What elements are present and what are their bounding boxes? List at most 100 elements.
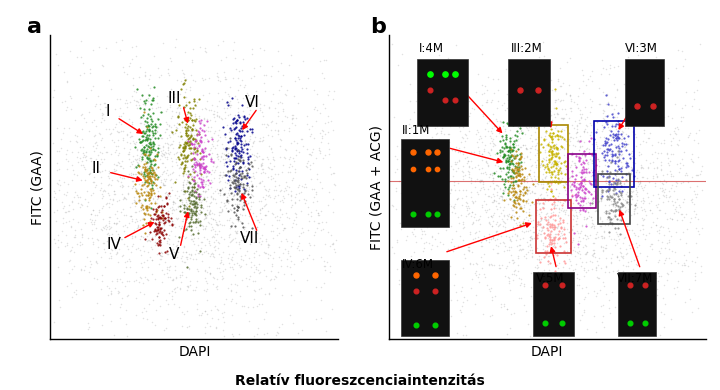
Point [139,230,150,236]
Point [552,111,564,117]
Point [179,71,190,78]
Point [199,105,211,111]
Point [604,210,616,216]
Point [559,137,570,144]
Point [183,323,194,329]
Point [605,216,616,222]
Point [484,171,495,177]
Point [505,145,516,152]
Point [613,151,625,157]
Point [157,152,168,159]
Point [554,146,566,152]
Point [179,162,191,168]
Point [173,223,184,230]
Point [606,193,617,200]
Point [622,71,634,77]
Point [454,110,465,116]
Point [595,193,607,199]
Point [670,204,682,210]
Point [391,166,402,172]
Point [503,148,514,154]
Point [539,128,551,135]
Point [146,185,158,191]
Point [482,186,494,193]
Point [581,249,593,255]
Point [655,166,667,172]
Point [514,151,526,157]
Point [521,190,533,196]
Point [295,136,307,142]
Point [302,74,313,81]
Point [534,259,546,265]
Point [246,191,257,198]
Point [176,323,188,329]
Point [538,166,549,172]
Point [174,304,185,310]
Point [425,223,436,229]
Point [585,181,597,187]
Point [143,197,154,203]
Point [269,177,281,184]
Point [544,148,555,154]
Point [219,191,230,197]
Point [215,204,226,211]
Point [185,222,197,229]
Point [120,212,131,218]
Point [149,135,161,142]
Point [590,179,602,185]
Point [166,113,178,119]
Point [535,87,546,93]
Point [676,211,688,217]
Point [183,265,194,271]
Point [254,180,266,186]
Point [597,248,608,254]
Point [198,122,210,128]
Point [94,101,106,107]
Point [176,253,187,259]
Point [504,324,516,331]
Point [141,179,153,185]
Point [157,160,168,166]
Point [155,248,166,255]
Point [194,137,206,144]
Point [534,206,546,212]
Point [506,119,518,125]
Point [571,101,582,107]
Point [280,210,292,216]
Point [125,213,137,219]
Point [690,130,702,136]
Point [481,207,492,213]
Point [671,217,683,223]
Point [510,209,522,215]
Point [156,212,167,218]
Point [211,231,222,237]
Point [559,230,570,237]
Point [229,112,240,119]
Point [201,297,212,303]
Point [544,168,555,175]
Point [549,224,560,230]
Point [152,204,163,210]
Point [480,99,492,105]
Point [585,105,597,111]
Point [96,195,108,201]
Point [411,89,423,95]
Point [236,181,248,188]
Point [631,252,643,259]
Point [81,202,92,209]
Point [579,309,590,315]
Point [210,221,222,227]
Point [474,221,486,227]
Point [217,207,228,213]
Point [184,200,196,206]
Point [518,204,530,211]
Point [642,113,653,119]
Point [87,315,99,321]
Point [230,230,242,236]
Point [541,180,552,186]
Point [152,230,163,236]
Point [117,223,128,229]
Point [226,148,238,154]
Point [137,150,148,156]
Point [196,75,207,81]
